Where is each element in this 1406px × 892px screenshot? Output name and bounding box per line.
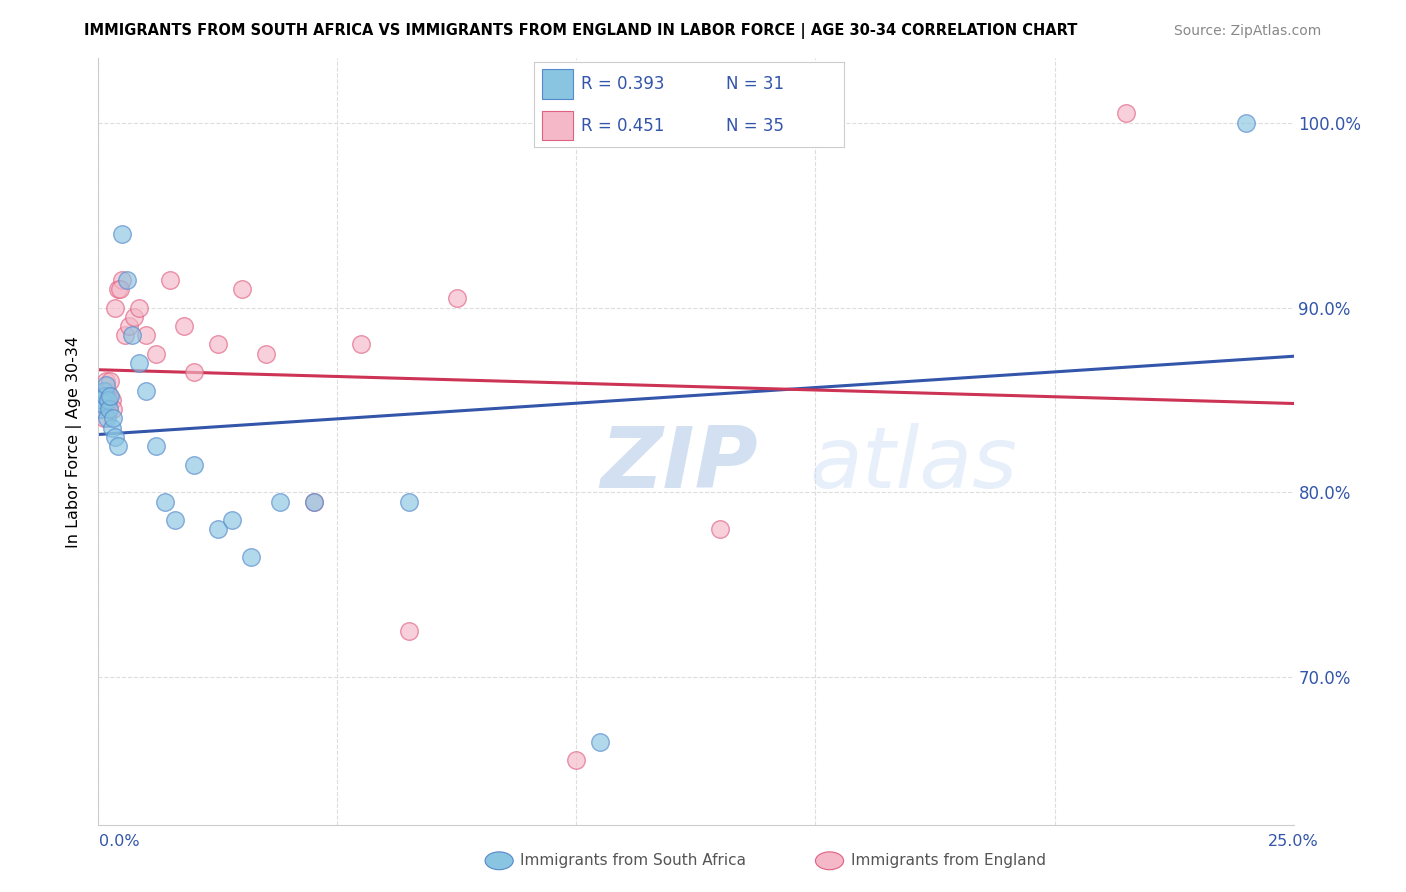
Point — [183, 458, 205, 472]
Point — [155, 494, 177, 508]
Point — [398, 494, 420, 508]
Point — [97, 402, 120, 417]
Point — [94, 375, 117, 389]
Text: IMMIGRANTS FROM SOUTH AFRICA VS IMMIGRANTS FROM ENGLAND IN LABOR FORCE | AGE 30-: IMMIGRANTS FROM SOUTH AFRICA VS IMMIGRAN… — [84, 23, 1078, 39]
Point — [93, 384, 115, 398]
Bar — [541, 111, 574, 140]
Point — [94, 389, 117, 403]
Point — [207, 522, 229, 536]
Text: Immigrants from South Africa: Immigrants from South Africa — [520, 854, 747, 868]
Text: 0.0%: 0.0% — [100, 834, 139, 848]
Point — [446, 291, 468, 305]
Text: atlas: atlas — [810, 423, 1018, 506]
Point — [128, 301, 150, 315]
Point — [101, 402, 124, 417]
Point — [111, 227, 134, 241]
Point — [114, 328, 136, 343]
Point — [231, 282, 253, 296]
Point — [111, 273, 134, 287]
Point — [90, 402, 112, 417]
Point — [398, 624, 420, 638]
Point — [207, 337, 229, 351]
Point — [128, 356, 150, 370]
Point — [173, 318, 195, 333]
Point — [90, 392, 112, 407]
Point — [101, 392, 124, 407]
Point — [302, 494, 325, 508]
Text: 25.0%: 25.0% — [1268, 834, 1319, 848]
Point — [107, 439, 129, 453]
Point — [350, 337, 373, 351]
Point — [90, 402, 112, 417]
Point — [97, 392, 120, 407]
Point — [145, 439, 167, 453]
Point — [135, 384, 157, 398]
Point — [1115, 106, 1137, 120]
Point — [94, 392, 117, 407]
Point — [183, 365, 205, 379]
Point — [254, 347, 277, 361]
Point — [709, 522, 731, 536]
Point — [124, 310, 146, 324]
Text: R = 0.451: R = 0.451 — [581, 117, 664, 135]
Point — [91, 392, 114, 407]
Point — [240, 550, 263, 565]
Point — [107, 282, 129, 296]
Point — [91, 397, 114, 411]
Point — [221, 513, 243, 527]
Point — [101, 420, 124, 434]
Text: N = 31: N = 31 — [725, 75, 785, 93]
Point — [565, 753, 588, 767]
Point — [104, 430, 127, 444]
Text: R = 0.393: R = 0.393 — [581, 75, 664, 93]
Bar — [541, 70, 574, 99]
Point — [121, 328, 143, 343]
Point — [159, 273, 181, 287]
Point — [97, 397, 120, 411]
Point — [94, 378, 117, 392]
Y-axis label: In Labor Force | Age 30-34: In Labor Force | Age 30-34 — [66, 335, 83, 548]
Point — [302, 494, 325, 508]
Point — [93, 411, 115, 425]
Point — [1234, 116, 1257, 130]
Point — [98, 375, 122, 389]
Point — [97, 389, 120, 403]
Point — [118, 318, 141, 333]
Point — [163, 513, 186, 527]
Point — [108, 282, 131, 296]
Point — [98, 389, 122, 403]
Point — [145, 347, 167, 361]
Point — [104, 301, 127, 315]
Point — [91, 384, 114, 398]
Text: Source: ZipAtlas.com: Source: ZipAtlas.com — [1174, 24, 1322, 38]
Point — [96, 384, 118, 398]
Text: Immigrants from England: Immigrants from England — [851, 854, 1046, 868]
Point — [96, 411, 118, 425]
Text: ZIP: ZIP — [600, 423, 758, 506]
Point — [115, 273, 138, 287]
Point — [101, 411, 124, 425]
Point — [135, 328, 157, 343]
Point — [269, 494, 291, 508]
Text: N = 35: N = 35 — [725, 117, 785, 135]
Point — [589, 735, 612, 749]
